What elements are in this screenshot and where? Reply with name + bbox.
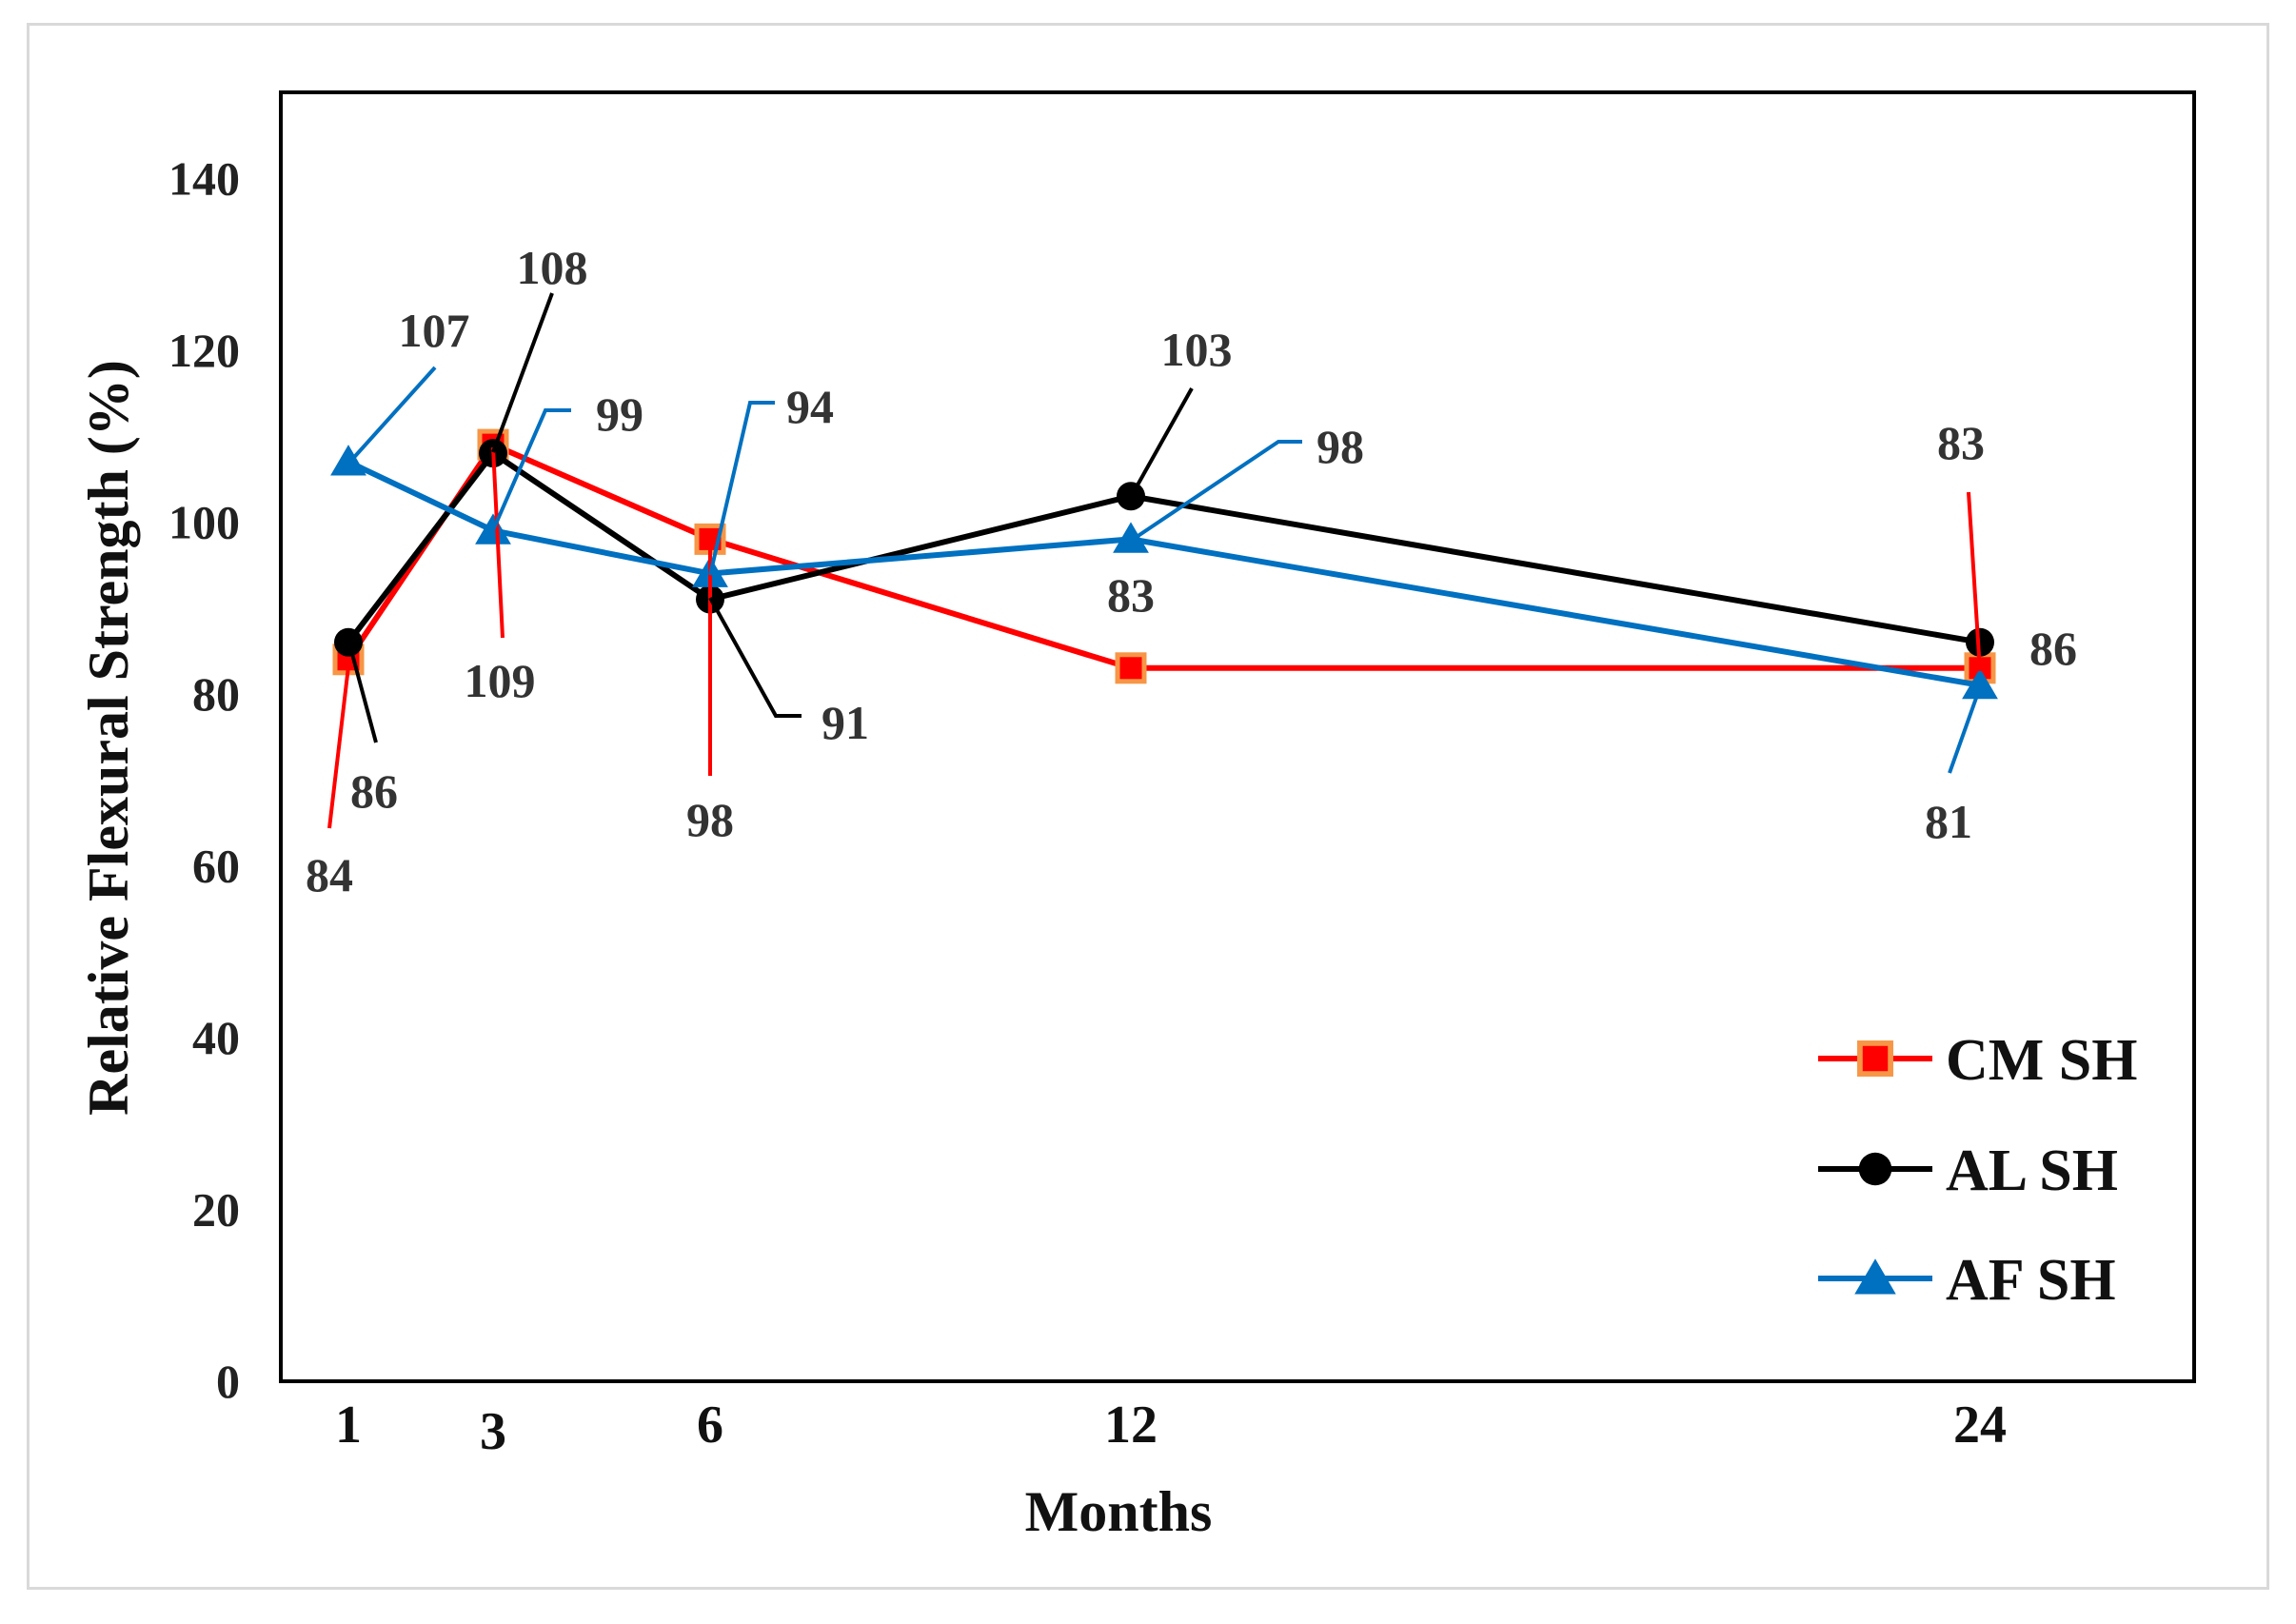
data-label: 94 — [786, 380, 834, 433]
data-label: 86 — [2029, 622, 2077, 675]
x-tick-label: 1 — [335, 1396, 362, 1455]
data-label-leader — [1948, 686, 1982, 774]
legend-label: AF SH — [1946, 1248, 2116, 1313]
data-label: 108 — [517, 241, 588, 294]
x-tick-label: 6 — [697, 1396, 723, 1455]
y-tick-label: 80 — [192, 667, 240, 721]
data-label: 91 — [821, 696, 869, 749]
data-label: 98 — [1316, 420, 1364, 473]
marker-square — [1857, 1040, 1893, 1077]
data-label-leader — [346, 639, 378, 743]
y-tick-label: 100 — [168, 495, 240, 548]
data-label: 107 — [399, 304, 470, 357]
data-label: 83 — [1107, 568, 1155, 622]
y-tick-label: 20 — [192, 1182, 240, 1236]
data-label: 98 — [686, 793, 734, 846]
data-label: 103 — [1161, 323, 1233, 376]
y-axis-title: Relative Flexural Strength (%) — [77, 360, 140, 1116]
y-tick-label: 60 — [192, 839, 240, 892]
y-tick-label: 0 — [216, 1355, 240, 1408]
marker-circle — [1858, 1152, 1892, 1186]
marker-triangle — [1962, 667, 1998, 700]
legend-label: AL SH — [1946, 1139, 2118, 1203]
data-label: 81 — [1925, 795, 1972, 848]
data-label-leader — [327, 665, 350, 829]
x-tick-label: 24 — [1953, 1396, 2007, 1455]
data-label-leader — [491, 292, 554, 453]
data-label: 99 — [596, 387, 643, 441]
marker-triangle — [1113, 522, 1149, 553]
data-label-leader — [491, 408, 571, 531]
data-label-leader — [1967, 491, 1982, 672]
data-label: 86 — [350, 764, 398, 818]
data-label-leader — [346, 366, 437, 465]
data-label-leader — [491, 446, 505, 639]
data-label-leader — [1129, 387, 1194, 498]
marker-square — [1115, 652, 1147, 684]
data-label: 109 — [465, 654, 536, 707]
y-tick-label: 120 — [168, 324, 240, 377]
data-label: 84 — [306, 848, 353, 901]
x-tick-label: 12 — [1104, 1396, 1158, 1455]
marker-triangle — [330, 445, 366, 476]
x-axis-title: Months — [1025, 1480, 1213, 1543]
x-tick-label: 3 — [480, 1402, 506, 1461]
y-tick-label: 140 — [168, 151, 240, 205]
data-label-leader — [708, 597, 802, 718]
marker-triangle — [1854, 1258, 1896, 1295]
data-label-leader — [1129, 440, 1302, 543]
legend-label: CM SH — [1946, 1028, 2138, 1093]
data-label: 83 — [1937, 416, 1985, 469]
y-tick-label: 40 — [192, 1011, 240, 1064]
data-label-leader — [708, 401, 775, 576]
